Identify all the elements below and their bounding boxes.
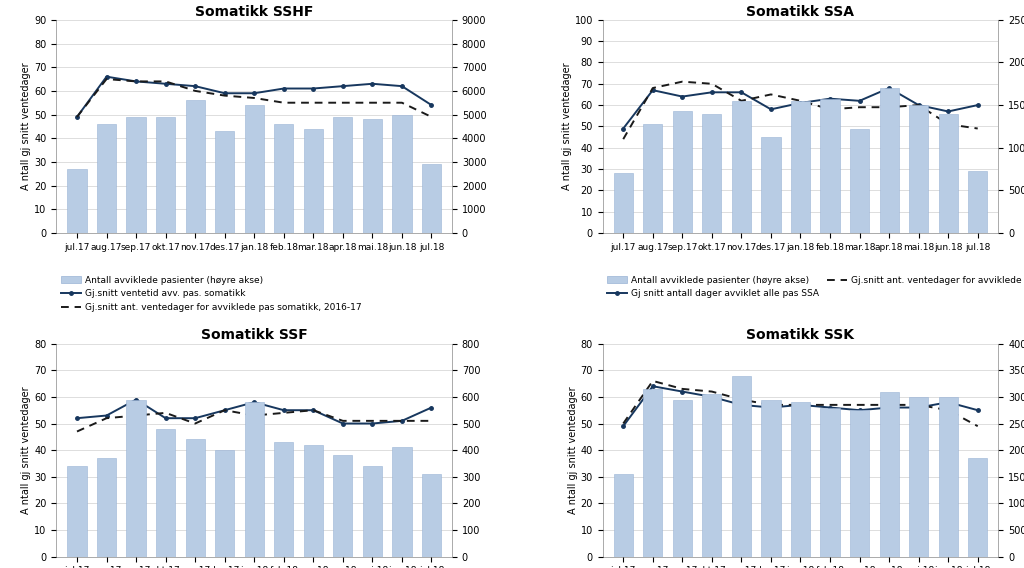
Bar — [880, 88, 899, 233]
Y-axis label: A ntall gj snitt ventedager: A ntall gj snitt ventedager — [562, 62, 571, 190]
Legend: Antall avviklede pasienter (høyre akse), Gj snitt antall dager avviklet alle pas: Antall avviklede pasienter (høyre akse),… — [607, 275, 1024, 298]
Y-axis label: A ntall gj snitt ventedager: A ntall gj snitt ventedager — [22, 386, 32, 514]
Bar — [215, 131, 234, 233]
Bar — [643, 389, 663, 557]
Bar — [613, 173, 633, 233]
Bar — [68, 169, 87, 233]
Bar — [304, 445, 323, 557]
Y-axis label: A ntall gj snitt ventedager: A ntall gj snitt ventedager — [22, 62, 32, 190]
Bar — [392, 115, 412, 233]
Bar — [422, 474, 441, 557]
Title: Somatikk SSA: Somatikk SSA — [746, 5, 854, 19]
Bar — [215, 450, 234, 557]
Bar — [732, 375, 751, 557]
Bar — [613, 474, 633, 557]
Bar — [156, 117, 175, 233]
Bar — [245, 402, 264, 557]
Title: Somatikk SSHF: Somatikk SSHF — [195, 5, 313, 19]
Bar — [673, 399, 692, 557]
Legend: Antall avviklede pasienter (høyre akse), Gj.snitt ventetid avv. pas. somatikk, G: Antall avviklede pasienter (høyre akse),… — [60, 275, 361, 312]
Bar — [850, 410, 869, 557]
Bar — [97, 124, 116, 233]
Bar — [820, 408, 840, 557]
Bar — [791, 402, 810, 557]
Bar — [909, 397, 928, 557]
Bar — [185, 101, 205, 233]
Bar — [791, 101, 810, 233]
Title: Somatikk SSF: Somatikk SSF — [201, 328, 307, 343]
Bar — [850, 128, 869, 233]
Bar — [968, 171, 987, 233]
Bar — [968, 458, 987, 557]
Bar — [880, 391, 899, 557]
Bar — [185, 440, 205, 557]
Bar — [673, 111, 692, 233]
Bar — [274, 442, 294, 557]
Title: Somatikk SSK: Somatikk SSK — [746, 328, 854, 343]
Y-axis label: A ntall gj snitt ventedager: A ntall gj snitt ventedager — [567, 386, 578, 514]
Bar — [761, 399, 780, 557]
Bar — [909, 105, 928, 233]
Bar — [68, 466, 87, 557]
Bar — [362, 119, 382, 233]
Bar — [156, 429, 175, 557]
Bar — [362, 466, 382, 557]
Bar — [939, 114, 957, 233]
Bar — [245, 105, 264, 233]
Bar — [422, 164, 441, 233]
Bar — [333, 456, 352, 557]
Bar — [702, 394, 722, 557]
Bar — [127, 399, 145, 557]
Bar — [127, 117, 145, 233]
Bar — [97, 458, 116, 557]
Bar — [643, 124, 663, 233]
Bar — [732, 101, 751, 233]
Bar — [392, 448, 412, 557]
Bar — [820, 99, 840, 233]
Bar — [274, 124, 294, 233]
Bar — [304, 129, 323, 233]
Bar — [702, 114, 722, 233]
Bar — [333, 117, 352, 233]
Bar — [761, 137, 780, 233]
Bar — [939, 397, 957, 557]
